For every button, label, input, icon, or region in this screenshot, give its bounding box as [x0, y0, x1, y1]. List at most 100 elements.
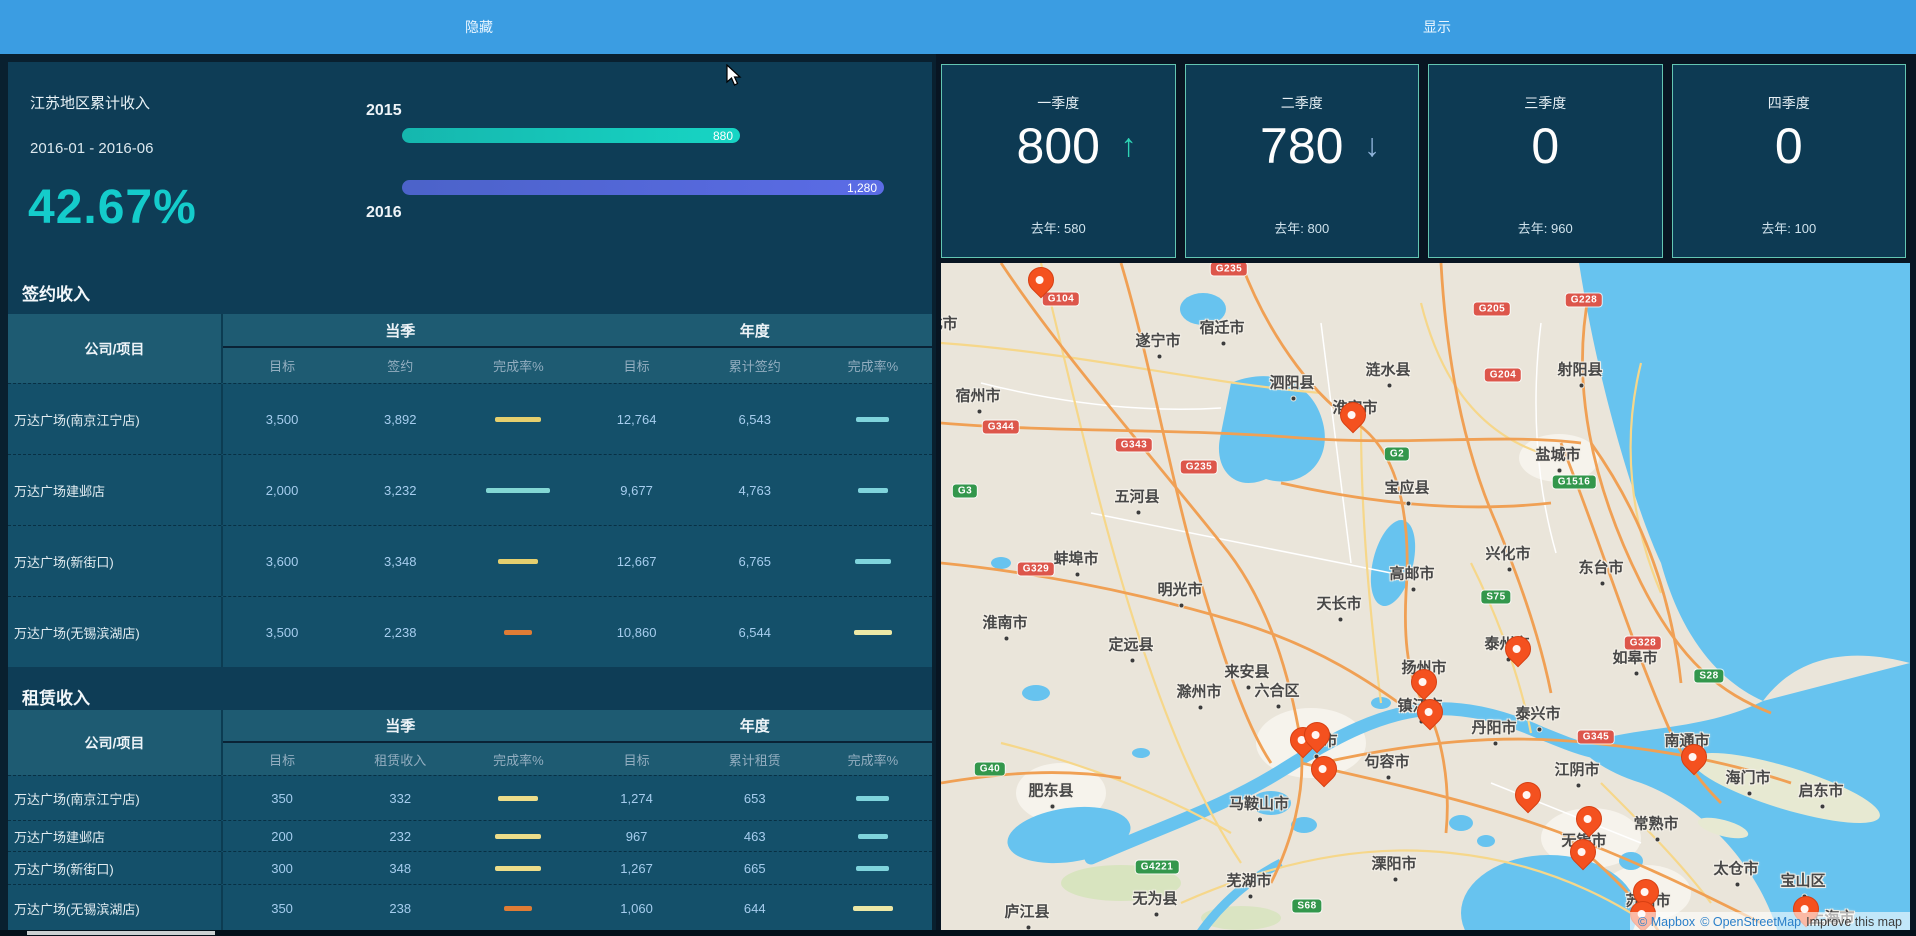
- city-dot: [1574, 782, 1581, 789]
- road-badge: G40: [974, 762, 1006, 776]
- cell-year-target: 1,060: [620, 901, 653, 916]
- table-row[interactable]: 万达广场(无锡滨湖店) 3,500 2,238 10,860 6,544: [8, 596, 932, 667]
- map-city-label: 宝应县: [1384, 477, 1430, 507]
- map-city-label: 定远县: [1108, 634, 1154, 664]
- column-subheader-3: 目标: [623, 752, 650, 768]
- cell-quarter-completion: [459, 885, 577, 932]
- column-subheader-0: 目标: [269, 359, 296, 374]
- city-dot: [1384, 774, 1391, 781]
- hide-button[interactable]: 隐藏: [465, 19, 493, 35]
- road-badge: S28: [1694, 669, 1724, 683]
- quarter-completion-bar: [495, 833, 542, 839]
- mapbox-link[interactable]: © Mapbox: [1638, 915, 1696, 929]
- last-year-value: 800: [1307, 221, 1330, 236]
- table-row[interactable]: 万达广场(新街口) 3,600 3,348 12,667 6,765: [8, 525, 932, 596]
- table-row[interactable]: 万达广场(南京江宁店) 350 332 1,274 653: [8, 775, 932, 820]
- left-dashboard-region: 江苏地区累计收入 2016-01 - 2016-06 42.67% 2015 8…: [0, 54, 936, 932]
- last-year-label: 去年:: [1030, 221, 1065, 236]
- cell-year-target: 1,267: [620, 860, 653, 876]
- quarter-card-4[interactable]: 四季度 0 去年: 100: [1671, 64, 1906, 258]
- table-row[interactable]: 万达广场(无锡滨湖店) 350 238 1,060 644: [8, 884, 932, 932]
- table-row[interactable]: 万达广场建邺店 200 232 967 463: [8, 820, 932, 851]
- card-value: 780: [1260, 118, 1344, 174]
- map-city-label: 肥东县: [1028, 780, 1074, 810]
- map-city-label: 高邮市: [1389, 563, 1435, 593]
- row-company-name: 万达广场建邺店: [8, 455, 223, 525]
- city-dot: [975, 408, 982, 415]
- cell-quarter-completion: [459, 384, 577, 454]
- section-title-1: 签约收入: [22, 285, 90, 304]
- road-badge: G345: [1577, 730, 1615, 744]
- year-completion-bar: [853, 629, 892, 635]
- card-last-year: 去年: 800: [1186, 218, 1419, 237]
- summary-date-range: 2016-01 - 2016-06: [30, 140, 154, 157]
- cell-quarter-completion: [459, 526, 577, 596]
- map-city-label: 六合区: [1254, 680, 1300, 710]
- map-city-label: 宿州市: [955, 385, 1001, 415]
- cell-year-completion: [814, 597, 932, 667]
- column-subheader-3: 目标: [623, 359, 650, 374]
- horizontal-scrollbar[interactable]: [0, 930, 1916, 936]
- table-row[interactable]: 万达广场建邺店 2,000 3,232 9,677 4,763: [8, 454, 932, 525]
- cell-year-value: 6,543: [738, 411, 772, 427]
- cell-year-value: 4,763: [738, 482, 772, 498]
- cell-year-value: 653: [743, 790, 766, 806]
- card-value: 0: [1531, 118, 1560, 174]
- cell-quarter-completion: [459, 455, 577, 525]
- map-container[interactable]: 淮北市宿州市遂宁市宿迁市泗阳县涟水县淮安市宝应县射阳县盐城市兴化市东台市高邮市天…: [941, 263, 1910, 936]
- table-row[interactable]: 万达广场(南京江宁店) 3,500 3,892 12,764 6,543: [8, 383, 932, 454]
- last-year-label: 去年:: [1274, 221, 1308, 236]
- city-dot: [1002, 635, 1009, 642]
- year-completion-bar: [857, 833, 888, 839]
- road-badge: G4221: [1135, 860, 1179, 874]
- city-dot: [1409, 586, 1416, 593]
- bar-value-2015: 880: [712, 128, 733, 143]
- osm-link[interactable]: © OpenStreetMap: [1700, 915, 1802, 929]
- table-header: 公司/项目 当季 年度 目标 租赁收入 完成率% 目标 累计租赁 完成率%: [8, 710, 932, 775]
- trend-down-icon: ↓: [1364, 127, 1380, 163]
- column-subheader-5: 完成率%: [847, 752, 899, 768]
- city-dot: [1336, 616, 1343, 623]
- last-year-label: 去年:: [1517, 221, 1552, 236]
- card-value: 0: [1774, 118, 1803, 174]
- map-city-label: 如皋市: [1612, 647, 1658, 677]
- city-dot: [1391, 876, 1398, 883]
- quarter-card-1[interactable]: 一季度 800 ↑ 去年: 580: [941, 64, 1176, 258]
- column-header-company: 公司/项目: [8, 314, 223, 383]
- map-city-label: 涟水县: [1365, 359, 1411, 389]
- road-badge: G344: [982, 420, 1020, 434]
- cell-year-value: 6,544: [738, 624, 772, 640]
- revenue-panel: 江苏地区累计收入 2016-01 - 2016-06 42.67% 2015 8…: [8, 62, 932, 932]
- city-dot: [1598, 580, 1605, 587]
- map-city-label: 无为县: [1132, 888, 1178, 918]
- cell-quarter-target: 3,500: [265, 624, 299, 640]
- card-last-year: 去年: 580: [942, 218, 1175, 237]
- map-city-label: 常熟市: [1633, 813, 1679, 843]
- quarter-card-3[interactable]: 三季度 0 去年: 960: [1428, 64, 1663, 258]
- map-city-label: 宿迁市: [1199, 317, 1245, 347]
- quarter-cards-row: 一季度 800 ↑ 去年: 580 二季度 780 ↓ 去年: 800 三季度 0 去年: 960 四…: [941, 64, 1906, 258]
- improve-map-link[interactable]: Improve this map: [1806, 915, 1902, 929]
- scrollbar-thumb[interactable]: [27, 931, 215, 935]
- city-dot: [1632, 670, 1639, 677]
- column-subheader-4: 累计租赁: [728, 752, 781, 768]
- city-dot: [1256, 816, 1263, 823]
- show-button[interactable]: 显示: [1423, 19, 1451, 35]
- bar-value-2016: 1,280: [846, 180, 877, 195]
- quarter-completion-bar: [498, 795, 539, 801]
- city-dot: [1219, 340, 1226, 347]
- revenue-table-2: 公司/项目 当季 年度 目标 租赁收入 完成率% 目标 累计租赁 完成率% 万达广场(南京江宁店)…: [8, 710, 932, 932]
- column-group-quarter: 当季: [223, 314, 578, 348]
- bar-year-label-2015: 2015: [366, 102, 402, 119]
- cell-quarter-value: 332: [389, 790, 412, 806]
- table-row[interactable]: 万达广场(新街口) 300 348 1,267 665: [8, 851, 932, 884]
- row-company-name: 万达广场建邺店: [8, 821, 223, 851]
- trend-up-icon: ↑: [1120, 127, 1137, 163]
- city-dot: [1128, 657, 1135, 664]
- map-city-label: 江阴市: [1554, 759, 1600, 789]
- column-subheader-0: 目标: [269, 752, 296, 768]
- map-city-label: 明光市: [1157, 579, 1203, 609]
- quarter-card-2[interactable]: 二季度 780 ↓ 去年: 800: [1184, 64, 1419, 258]
- column-group-year: 年度: [577, 710, 932, 743]
- year-completion-bar: [852, 906, 893, 911]
